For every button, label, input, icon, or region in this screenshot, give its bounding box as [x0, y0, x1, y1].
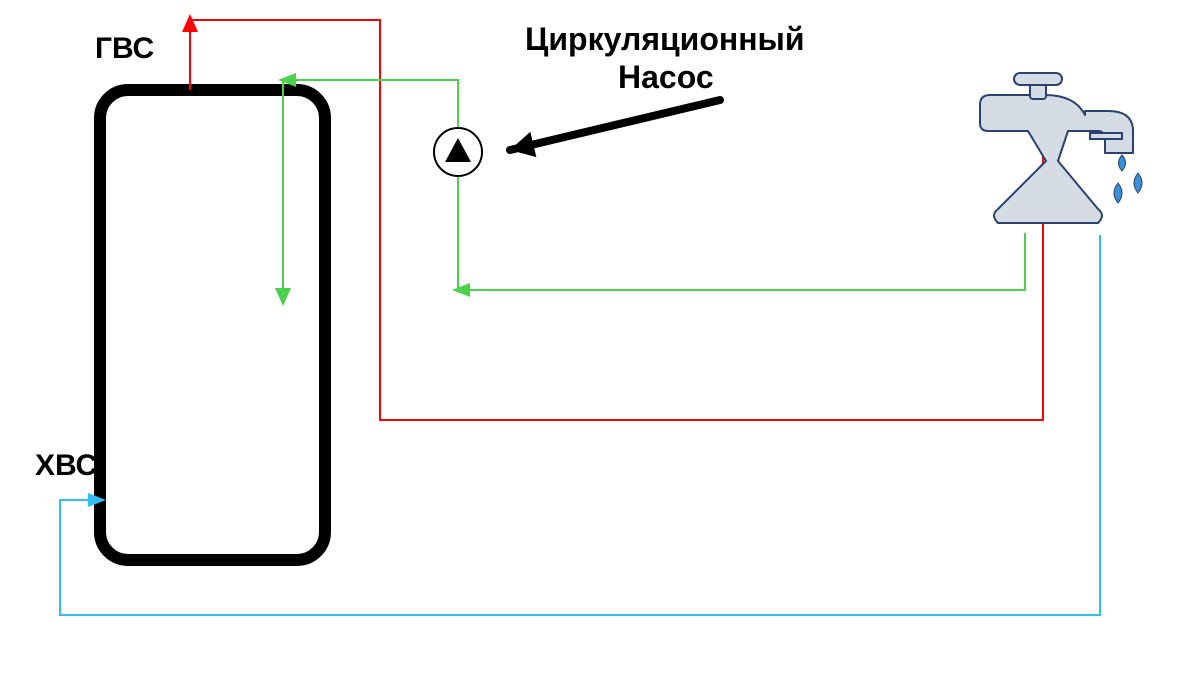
plumbing-diagram: ГВС ХВС Циркуляционный Насос	[0, 0, 1200, 675]
circulation-arrow-down-icon	[275, 288, 291, 306]
hot-water-arrow-icon	[182, 14, 198, 32]
hvs-label: ХВС	[35, 449, 97, 482]
pump-label-line1: Циркуляционный	[525, 21, 805, 57]
pump-callout-line	[510, 100, 720, 150]
pump-label-line2: Насос	[618, 59, 714, 95]
circulation-arrow-left-b-icon	[452, 283, 470, 297]
gvs-label: ГВС	[95, 32, 154, 65]
water-tank	[100, 90, 325, 560]
circulation-line-a	[283, 80, 458, 300]
pump-callout-arrow-icon	[510, 132, 536, 157]
faucet-icon	[980, 73, 1142, 223]
circulation-line-b	[458, 176, 1025, 290]
